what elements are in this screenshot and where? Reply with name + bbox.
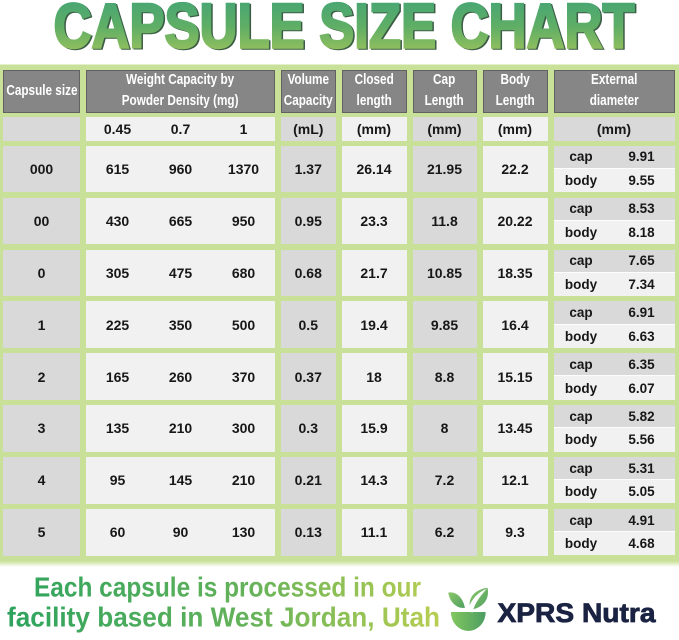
- svg-text:Each capsule is processed in o: Each capsule is processed in our: [34, 572, 421, 603]
- svg-text:CAPSULE SIZE CHART: CAPSULE SIZE CHART: [55, 0, 636, 62]
- svg-text:facility based in West Jordan,: facility based in West Jordan, Utah: [7, 601, 440, 632]
- svg-text:CAPSULE SIZE CHART: CAPSULE SIZE CHART: [54, 0, 635, 62]
- svg-text:XPRS Nutra: XPRS Nutra: [498, 598, 657, 628]
